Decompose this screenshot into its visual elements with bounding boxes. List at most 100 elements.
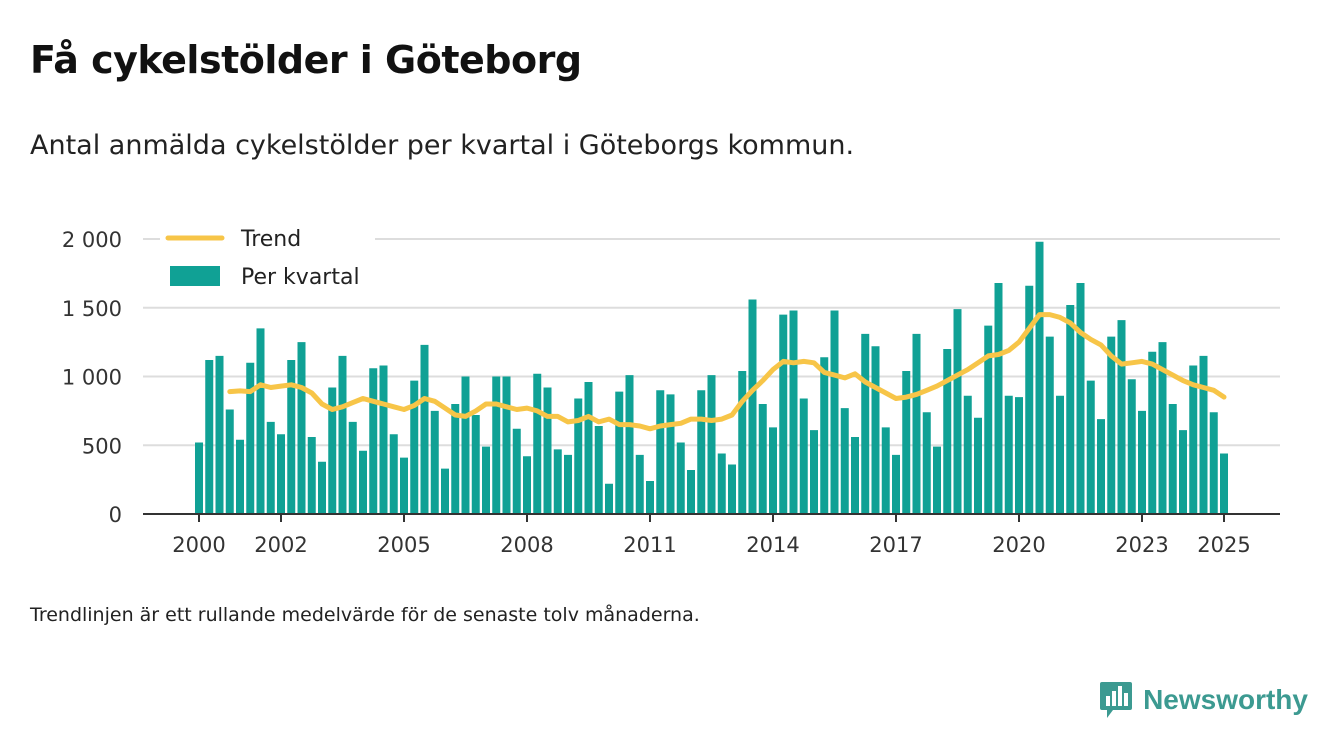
- bar: [1220, 453, 1228, 514]
- bar: [902, 371, 911, 514]
- legend: Trend Per kvartal: [160, 222, 375, 298]
- x-tick-label: 2023: [1115, 533, 1168, 557]
- legend-label-per-kvartal: Per kvartal: [241, 265, 360, 290]
- bar: [1127, 379, 1136, 514]
- bar: [820, 357, 829, 514]
- bar: [974, 417, 982, 514]
- bar: [789, 310, 798, 514]
- bar: [605, 483, 613, 514]
- chart-subtitle: Antal anmälda cykelstölder per kvartal i…: [30, 130, 855, 161]
- bar: [461, 376, 470, 514]
- bar: [717, 453, 726, 514]
- bar: [441, 468, 449, 514]
- bar: [1015, 397, 1023, 514]
- x-tick-label: 2002: [254, 533, 307, 557]
- bar: [553, 449, 562, 514]
- bar: [543, 387, 552, 514]
- bar: [1209, 412, 1218, 514]
- bar: [482, 446, 490, 514]
- bar: [933, 446, 941, 514]
- bar: [287, 360, 296, 514]
- brand-name: Newsworthy: [1143, 684, 1308, 715]
- bar: [861, 333, 870, 514]
- bar: [810, 430, 818, 514]
- bar: [615, 391, 624, 514]
- bar: [1138, 410, 1146, 514]
- bar: [1066, 305, 1075, 514]
- bar: [266, 421, 275, 514]
- y-tick-label: 0: [109, 503, 122, 527]
- bar: [892, 454, 900, 514]
- bar: [1168, 404, 1177, 514]
- bar: [1179, 430, 1187, 514]
- bar: [666, 394, 675, 514]
- bar: [584, 382, 593, 514]
- bar: [646, 481, 654, 514]
- legend-label-trend: Trend: [240, 227, 301, 252]
- bar: [379, 365, 388, 514]
- x-tick-label: 2008: [500, 533, 553, 557]
- bar: [338, 355, 347, 514]
- bar: [769, 427, 777, 514]
- bar: [1189, 365, 1198, 514]
- bar: [225, 409, 234, 514]
- bar: [707, 375, 716, 514]
- bar: [1097, 419, 1105, 514]
- bar: [922, 412, 931, 514]
- bar: [625, 375, 634, 514]
- bar: [400, 457, 408, 514]
- bar: [1035, 241, 1044, 514]
- bar: [256, 328, 265, 514]
- bar: [369, 368, 378, 514]
- bar: [676, 442, 685, 514]
- bar: [502, 376, 511, 514]
- bar: [246, 362, 255, 514]
- x-tick-label: 2014: [746, 533, 799, 557]
- legend-swatch-per-kvartal: [170, 266, 220, 286]
- bar: [1148, 351, 1157, 514]
- bar: [851, 437, 859, 514]
- bar: [348, 421, 357, 514]
- y-tick-label: 1 500: [62, 297, 122, 321]
- bar: [389, 434, 398, 514]
- bar-series: [195, 241, 1228, 514]
- bar: [1117, 320, 1126, 514]
- trend-series: [227, 312, 1227, 432]
- chart-area: 0 500 1 000 1 500 2 000 2000 2002 2005 2008 2011 2…: [61, 222, 1280, 557]
- bar: [420, 344, 429, 514]
- bar: [871, 346, 880, 514]
- bar: [994, 283, 1003, 514]
- bar: [451, 404, 460, 514]
- trend-line: [227, 312, 1227, 432]
- bar: [1076, 283, 1085, 514]
- x-tick-label: 2005: [377, 533, 430, 557]
- chart-note: Trendlinjen är ett rullande medelvärde f…: [30, 604, 700, 626]
- bar: [277, 434, 285, 514]
- bar: [492, 376, 501, 514]
- bar: [799, 398, 808, 514]
- bar: [359, 450, 367, 514]
- bar: [205, 360, 214, 514]
- bar: [635, 454, 644, 514]
- x-tick-label: 2025: [1197, 533, 1250, 557]
- bar: [328, 387, 337, 514]
- x-tick-label: 2017: [869, 533, 922, 557]
- bar: [1004, 395, 1013, 514]
- bar: [1086, 380, 1095, 514]
- bar: [430, 410, 439, 514]
- bar: [1025, 285, 1034, 514]
- bar: [697, 390, 706, 514]
- bar: [881, 427, 890, 514]
- bar: [512, 428, 521, 514]
- bar: [1158, 342, 1167, 514]
- bar: [410, 380, 419, 514]
- bar: [656, 390, 665, 514]
- bar: [297, 342, 306, 514]
- bar: [574, 398, 583, 514]
- bar: [984, 325, 993, 514]
- y-tick-label: 1 000: [62, 366, 122, 390]
- bar: [912, 333, 921, 514]
- x-tick-label: 2020: [992, 533, 1045, 557]
- bar: [728, 464, 736, 514]
- bar: [953, 309, 962, 514]
